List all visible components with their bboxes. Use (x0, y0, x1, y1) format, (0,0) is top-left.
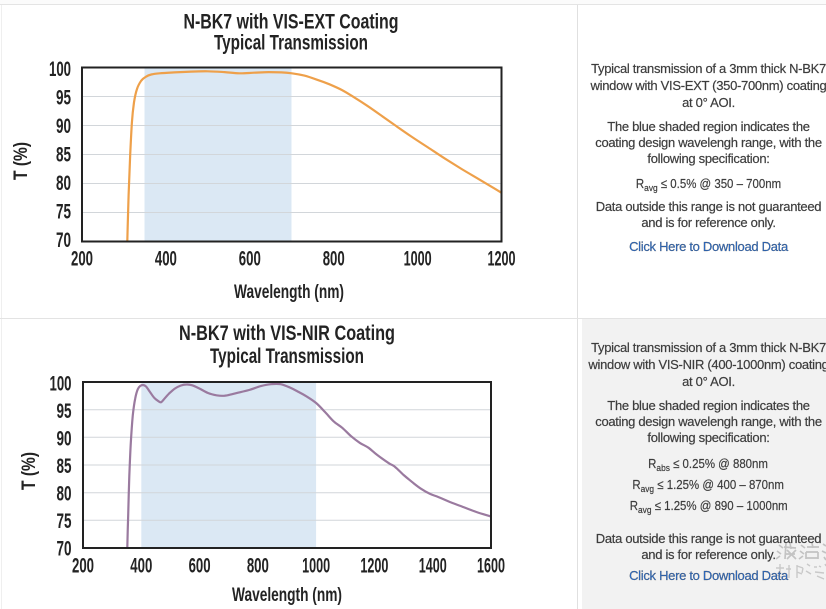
svg-text:1400: 1400 (419, 555, 447, 578)
svg-text:95: 95 (57, 400, 72, 423)
svg-text:70: 70 (56, 229, 71, 252)
svg-text:1200: 1200 (488, 248, 516, 271)
svg-text:1000: 1000 (404, 248, 432, 271)
svg-text:75: 75 (56, 200, 71, 223)
svg-text:75: 75 (57, 510, 72, 533)
svg-text:1600: 1600 (477, 555, 505, 578)
svg-text:Typical Transmission: Typical Transmission (214, 32, 368, 55)
svg-text:600: 600 (239, 248, 261, 271)
svg-text:N-BK7 with VIS-NIR Coating: N-BK7 with VIS-NIR Coating (179, 322, 395, 345)
svg-text:90: 90 (56, 115, 71, 138)
svg-text:N-BK7 with VIS-EXT Coating: N-BK7 with VIS-EXT Coating (184, 11, 399, 34)
svg-text:400: 400 (155, 248, 177, 271)
svg-text:T (%): T (%) (19, 452, 40, 490)
svg-text:70: 70 (57, 537, 72, 560)
svg-text:85: 85 (57, 455, 72, 478)
svg-text:600: 600 (189, 555, 211, 578)
svg-text:80: 80 (56, 172, 71, 195)
svg-text:800: 800 (323, 248, 345, 271)
svg-text:800: 800 (247, 555, 269, 578)
svg-text:85: 85 (56, 143, 71, 166)
svg-text:T (%): T (%) (11, 142, 32, 180)
svg-text:100: 100 (49, 58, 71, 81)
svg-text:Typical Transmission: Typical Transmission (210, 345, 364, 368)
svg-text:Wavelength (nm): Wavelength (nm) (232, 585, 342, 606)
svg-text:80: 80 (57, 482, 72, 505)
svg-text:100: 100 (50, 373, 72, 396)
svg-text:200: 200 (71, 248, 93, 271)
svg-text:200: 200 (72, 555, 94, 578)
svg-text:400: 400 (130, 555, 152, 578)
svg-text:1200: 1200 (360, 555, 388, 578)
svg-text:95: 95 (56, 87, 71, 110)
svg-text:1000: 1000 (302, 555, 330, 578)
svg-text:Wavelength (nm): Wavelength (nm) (234, 282, 344, 303)
svg-text:90: 90 (57, 427, 72, 450)
